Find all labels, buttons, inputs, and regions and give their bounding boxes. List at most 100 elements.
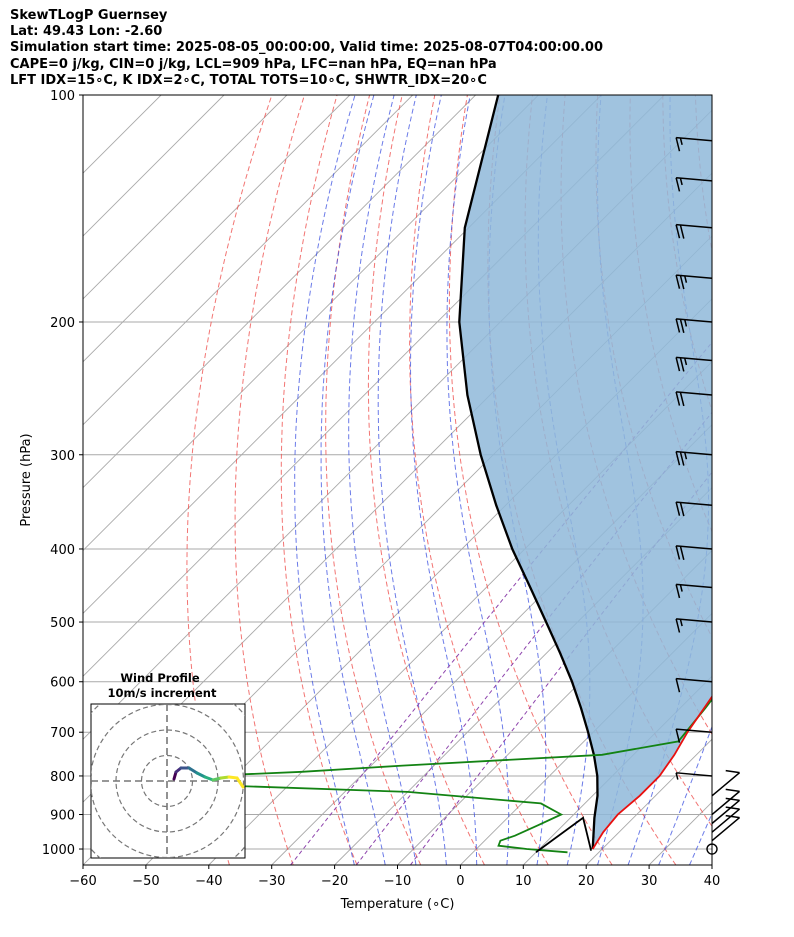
x-tick-label: 30 [641,874,658,889]
barb-shaft [676,677,713,683]
barb-flag [679,546,685,560]
y-tick-label: 600 [50,676,75,691]
wind-barbs [675,136,741,855]
wind-barb [675,772,713,780]
barb-shaft [711,772,741,797]
barb-shaft [676,356,713,362]
barb-flag [675,728,681,743]
wind-barb [675,318,713,333]
x-tick-label: −40 [195,874,222,889]
parcel-area [459,95,712,849]
y-axis-label: Pressure (hPa) [19,433,34,526]
barb-shaft [676,223,713,229]
barb-flag [675,224,681,239]
barb-flag [675,177,681,192]
parcel-line [458,95,599,850]
x-tick-label: −50 [132,874,159,889]
barb-flag [679,137,683,145]
barb-flag [679,275,685,290]
isotherm-line [83,95,414,426]
barb-flag [684,319,688,327]
dry-adiabat [728,95,794,865]
barb-shaft [711,808,741,833]
dry-adiabat [409,95,549,865]
barb-shaft [676,618,713,623]
moist-adiabat [627,95,709,865]
dewpoint-line [203,697,712,854]
barb-flag [679,502,685,517]
x-tick-label: 40 [704,874,721,889]
x-tick-label: −30 [258,874,285,889]
barb-flag [675,772,679,780]
moist-adiabat [409,95,478,865]
barb-flag [675,357,681,372]
barb-flag [675,618,681,633]
y-tick-label: 200 [50,316,75,331]
wind-barb [675,274,713,290]
barb-shaft [676,136,713,142]
wind-barb [675,501,713,517]
barb-flag [725,806,740,810]
barb-flag [675,451,681,466]
time-line: Simulation start time: 2025-08-05_00:00:… [10,40,603,55]
barb-shaft [711,817,741,842]
isotherm-line [397,549,712,865]
moist-adiabat [446,95,510,865]
barb-flag [679,451,685,466]
barb-flag [675,678,681,693]
index-line: LFT IDX=15∘C, K IDX=2∘C, TOTAL TOTS=10∘C… [10,73,487,88]
hodograph-segment [187,766,199,775]
y-tick-label: 900 [50,809,75,824]
dry-adiabat [325,95,422,865]
wind-barb [675,728,713,743]
barb-shaft [711,799,741,825]
x-axis-label: Temperature (∘C) [340,897,455,912]
x-tick-label: 10 [515,874,532,889]
barb-shaft [676,177,713,182]
y-tick-label: 1000 [42,843,75,858]
barb-shaft [676,274,713,280]
temperature-line [591,695,712,850]
moist-adiabat [658,725,712,865]
moist-adiabat [377,95,447,865]
wind-barb [675,677,713,693]
inset-title: Wind Profile [120,671,200,685]
wind-barb [675,450,713,466]
y-tick-label: 100 [50,89,75,104]
wind-barb [675,356,713,372]
barb-flag [675,501,681,516]
barb-flag [725,797,740,802]
barb-shaft [676,501,713,506]
wind-barb [711,814,741,842]
y-tick-label: 800 [50,770,75,785]
barb-flag [675,584,681,599]
dry-adiabat [761,95,794,865]
barb-flag [684,275,688,283]
location-line: Lat: 49.43 Lon: -2.60 [10,24,163,39]
barb-flag [675,545,681,560]
y-tick-label: 300 [50,449,75,464]
barb-flag [684,357,688,366]
wind-barb [675,583,713,599]
wind-barb [675,136,713,152]
barb-shaft [676,391,713,396]
dry-adiabat [367,95,485,865]
isotherm-line [334,486,712,865]
x-tick-label: 0 [456,874,464,889]
hodograph-segment [235,776,245,789]
barb-flag [684,452,688,460]
dry-adiabat [448,95,613,865]
barb-flag [675,274,681,289]
moist-adiabat [320,95,386,865]
wind-barb [711,769,741,797]
y-tick-label: 700 [50,726,75,741]
barb-shaft [676,450,713,456]
mixing-ratio-line [409,471,712,865]
wind-barb [675,177,713,192]
isotherm-line [83,95,288,300]
y-tick-label: 500 [50,616,75,631]
title-line: SkewTLogP Guernsey [10,8,168,23]
barb-flag [679,584,683,592]
wind-barb [711,797,741,825]
x-tick-label: −10 [384,874,411,889]
